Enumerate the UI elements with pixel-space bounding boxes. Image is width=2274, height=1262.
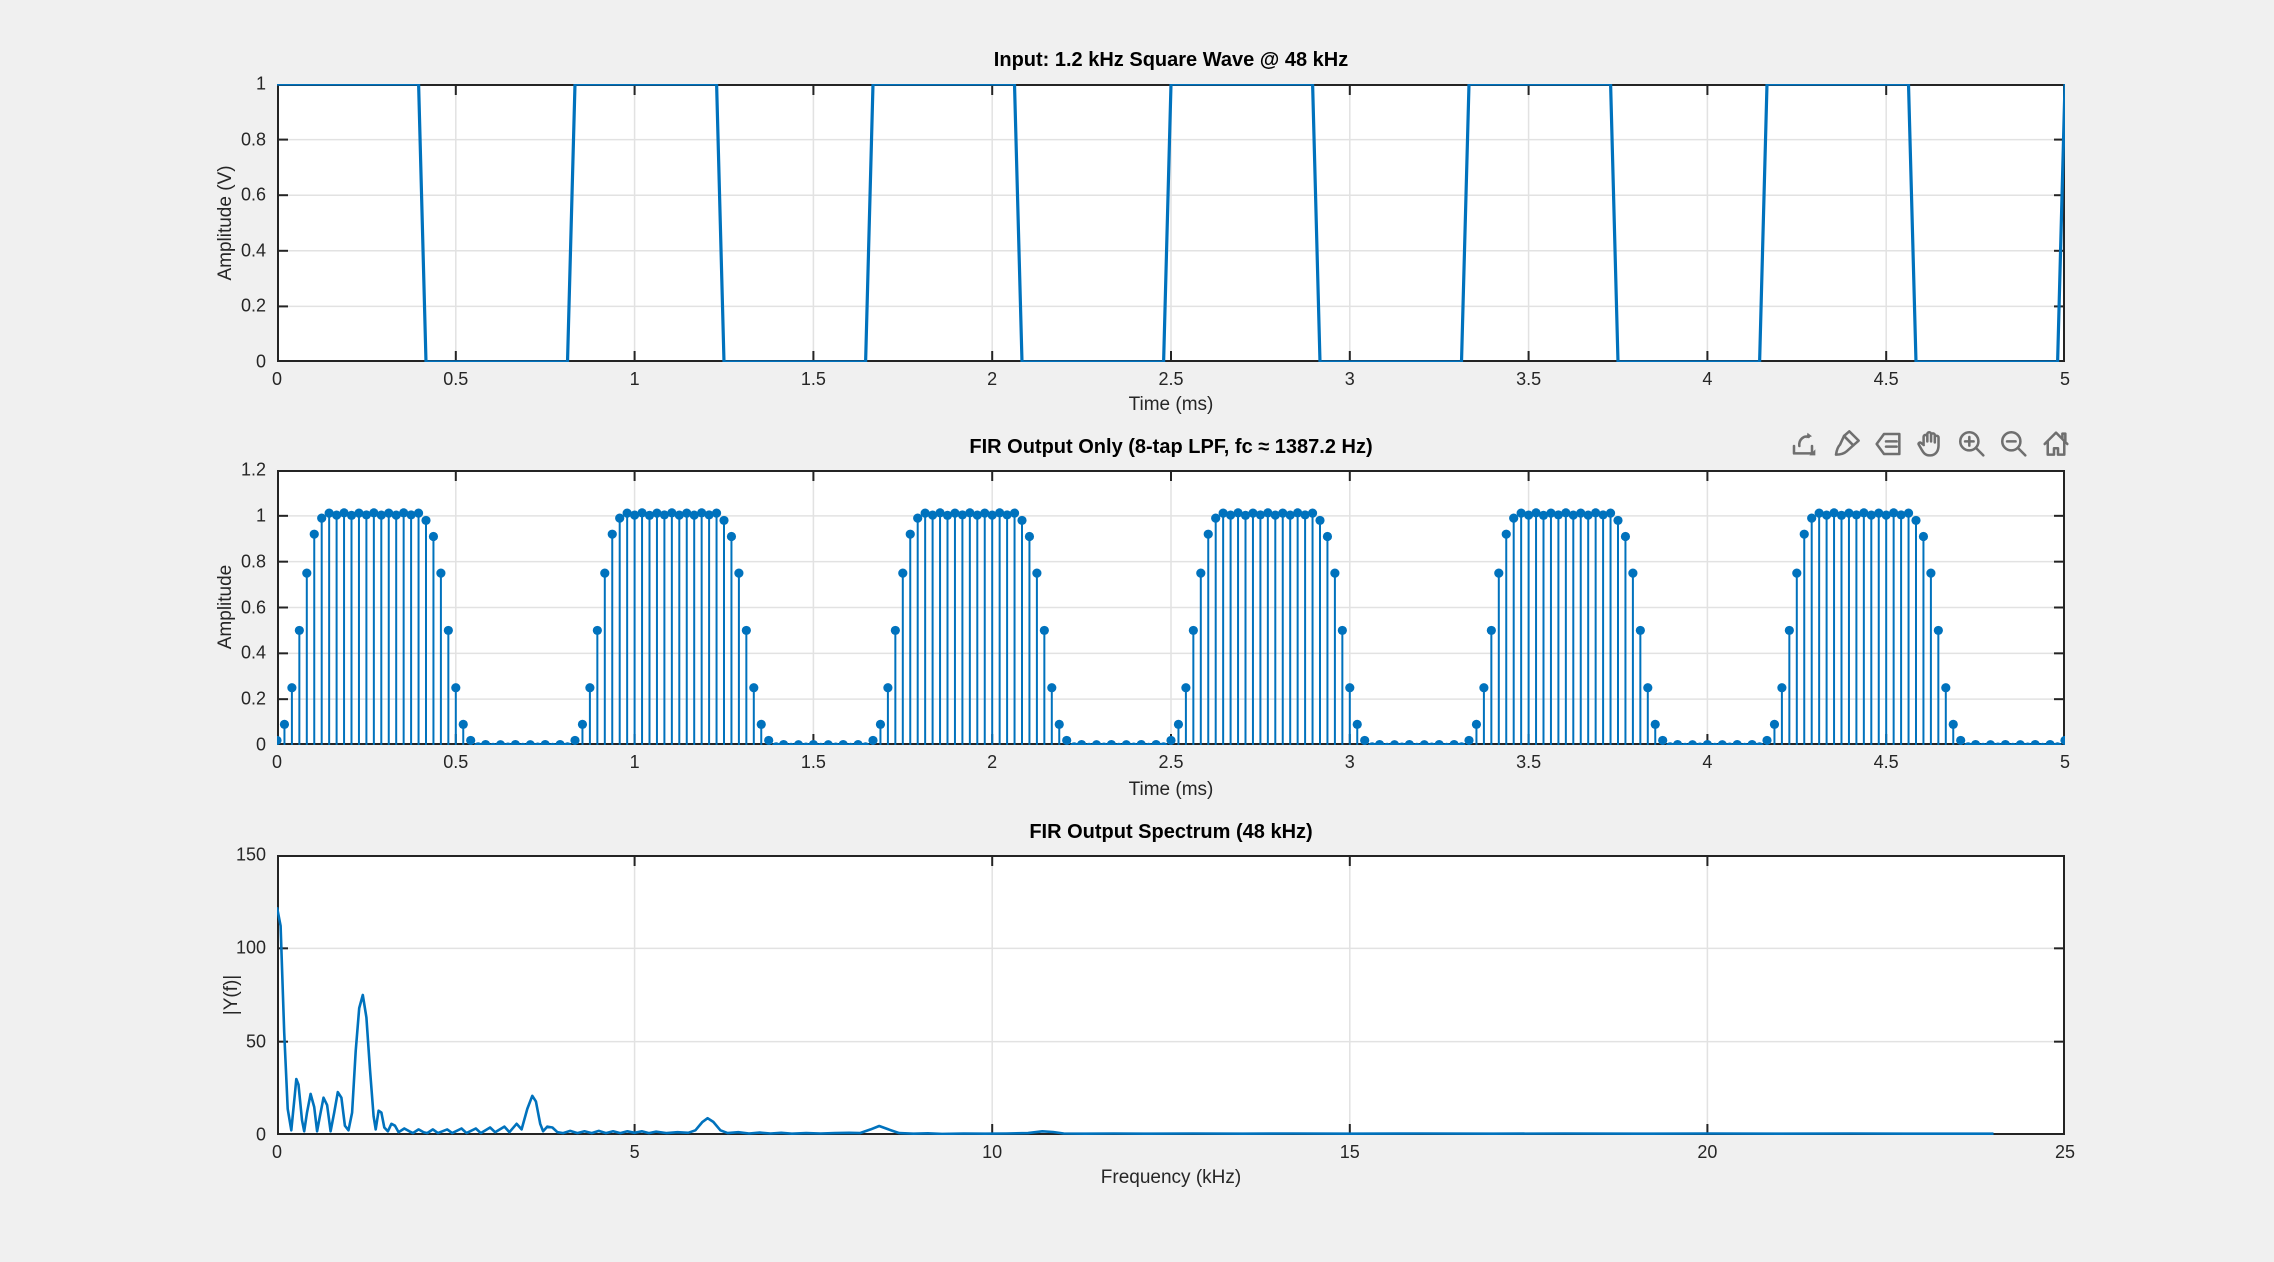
zoom-in-icon[interactable] [1954,426,1990,462]
y-tick-label: 0.8 [240,129,266,150]
data-tips-icon[interactable] [1870,426,1906,462]
y-tick-label: 50 [245,1031,266,1052]
x-tick-label: 2 [987,752,998,772]
x-tick-label: 1 [629,369,640,389]
x-tick-label: 1 [629,752,640,772]
restore-view-icon[interactable] [2038,426,2074,462]
x-tick-label: 3.5 [1516,752,1542,772]
x-tick-label: 2 [987,369,998,389]
y-tick-label: 0 [255,1124,266,1145]
y-tick-label: 0.6 [240,597,266,617]
x-tick-label: 4.5 [1873,752,1899,772]
y-tick-label: 0 [255,734,266,755]
y-tick-label: 0.8 [240,551,266,572]
y-tick-label: 0.4 [240,240,266,261]
y-tick-label: 0.4 [240,642,266,663]
y-tick-label: 0.6 [240,184,266,205]
brush-icon[interactable] [1828,426,1864,462]
x-tick-label: 4 [1702,369,1713,389]
y-tick-label: 100 [235,937,266,958]
y-tick-label: 1.2 [240,459,266,480]
pan-icon[interactable] [1912,426,1948,462]
x-tick-label: 5 [2059,752,2071,772]
x-tick-label: 0.5 [443,369,469,389]
y-tick-label: 1 [255,505,266,526]
x-tick-label: 3 [1344,369,1355,389]
y-tick-label: 1 [255,73,266,94]
x-tick-label: 2.5 [1158,752,1184,772]
plot1-axes[interactable] [277,84,2065,362]
plot3-xlabel: Frequency (kHz) [1100,1167,1242,1188]
x-tick-label: 5 [629,1142,640,1162]
x-tick-label: 0 [271,752,283,772]
plot1-title: Input: 1.2 kHz Square Wave @ 48 kHz [993,49,1349,71]
plot1-xlabel: Time (ms) [1128,394,1214,415]
plot1-ylabel: Amplitude (V) [215,165,236,281]
x-tick-label: 5 [2059,369,2071,389]
x-tick-label: 25 [2054,1142,2076,1162]
plot2-title: FIR Output Only (8-tap LPF, fc ≈ 1387.2 … [969,436,1373,458]
axes-toolbar [1786,426,2074,462]
plot3-axes[interactable] [277,855,2065,1135]
x-tick-label: 1.5 [800,752,826,772]
plot2-ylabel: Amplitude [215,564,236,650]
y-tick-label: 0 [255,351,266,372]
x-tick-label: 15 [1339,1142,1360,1162]
plot3-ylabel: |Y(f)| [221,974,242,1016]
export-icon[interactable] [1786,426,1822,462]
x-tick-label: 0 [271,369,283,389]
x-tick-label: 0 [271,1142,283,1162]
plot2-xlabel: Time (ms) [1128,779,1214,800]
y-tick-label: 150 [235,844,266,865]
x-tick-label: 4.5 [1873,369,1899,389]
plot3-title: FIR Output Spectrum (48 kHz) [1029,821,1313,843]
plot2-axes[interactable] [277,470,2065,745]
zoom-out-icon[interactable] [1996,426,2032,462]
x-tick-label: 2.5 [1158,369,1184,389]
x-tick-label: 20 [1697,1142,1718,1162]
y-tick-label: 0.2 [240,295,266,316]
x-tick-label: 3 [1344,752,1355,772]
x-tick-label: 4 [1702,752,1713,772]
y-tick-label: 0.2 [240,688,266,709]
x-tick-label: 0.5 [443,752,469,772]
x-tick-label: 10 [982,1142,1003,1162]
x-tick-label: 3.5 [1516,369,1542,389]
x-tick-label: 1.5 [800,369,826,389]
